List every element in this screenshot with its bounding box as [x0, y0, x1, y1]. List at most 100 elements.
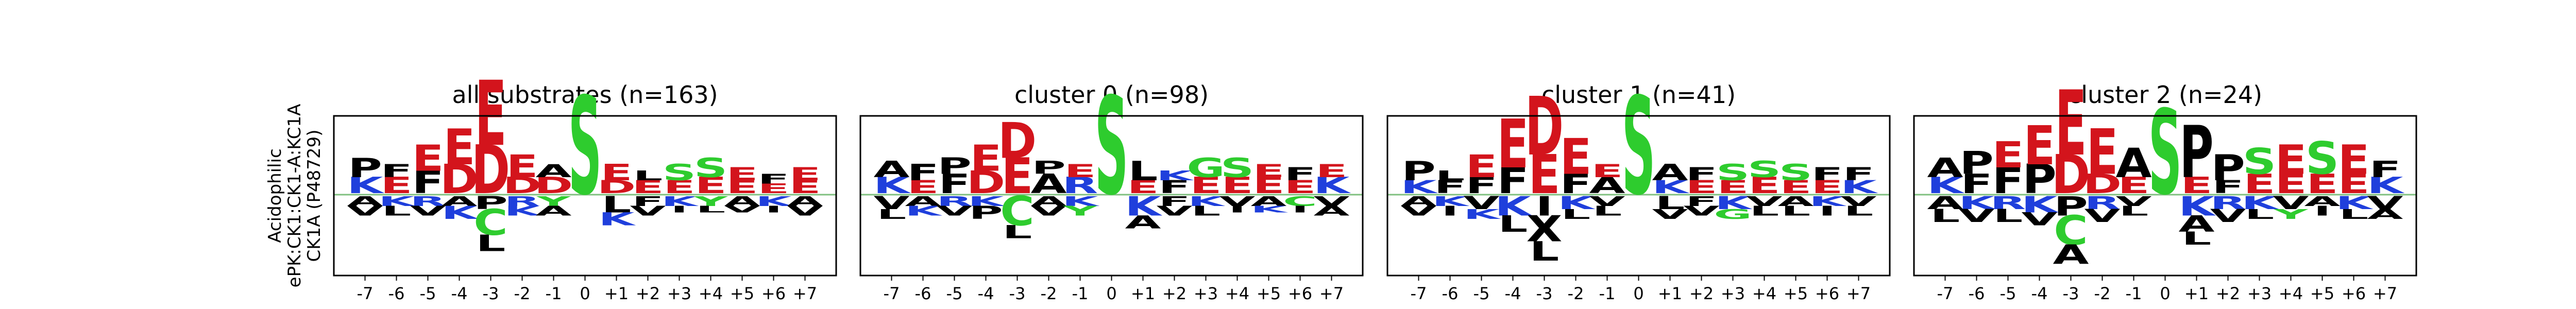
x-tick-label: +5 — [2310, 284, 2334, 303]
panel-frame — [1913, 115, 2417, 277]
x-tick-label: -3 — [2063, 284, 2079, 303]
logo-letter-F: F — [1159, 194, 1191, 209]
logo-letter-K: K — [968, 194, 1005, 209]
logo-letter-C: C — [2054, 208, 2088, 254]
logo-letter-R: R — [504, 194, 540, 209]
logo-letter-E: E — [1992, 134, 2024, 176]
logo-letter-L: L — [1530, 236, 1560, 267]
x-tick-label: +2 — [1689, 284, 1714, 303]
logo-letter-L: L — [1592, 203, 1622, 218]
x-tick-label: -3 — [1536, 284, 1553, 303]
x-tick-label: +2 — [2216, 284, 2240, 303]
logo-letter-E: E — [907, 177, 939, 198]
logo-letter-K: K — [1495, 191, 1533, 222]
logo-letter-V: V — [1156, 203, 1193, 218]
logo-letter-E: E — [2307, 168, 2338, 200]
logo-letter-K: K — [1557, 193, 1596, 214]
logo-letter-K: K — [755, 194, 793, 209]
logo-letter-D: D — [1525, 80, 1564, 174]
x-tick-label: -6 — [1442, 284, 1459, 303]
logo-letter-E: E — [632, 177, 664, 198]
logo-letter-P: P — [2179, 111, 2213, 194]
row-label-line-2: ePK:CK1:CK1-A:KC1A — [284, 104, 305, 288]
logo-letter-L: L — [1435, 168, 1465, 183]
logo-letter-I: I — [1819, 203, 1836, 218]
logo-letter-F: F — [2212, 177, 2244, 198]
logo-letter-F: F — [381, 161, 413, 182]
logo-letter-K: K — [441, 202, 479, 224]
logo-panel-3: cluster 2 (n=24)KAAL-7FPKV-6FERL-5PEKV-4… — [1913, 72, 2417, 303]
logo-letter-F: F — [1284, 164, 1316, 185]
logo-letter-V: V — [1030, 203, 1067, 218]
logo-letter-E: E — [2338, 168, 2370, 200]
logo-letter-E: E — [2118, 173, 2150, 199]
logo-letter-Y: Y — [2273, 207, 2308, 222]
logo-letter-A: A — [441, 194, 478, 209]
logo-letter-E: E — [1002, 148, 1033, 205]
x-tick-label: +3 — [2247, 284, 2272, 303]
logo-letter-P: P — [1401, 156, 1435, 187]
logo-letter-F: F — [1686, 164, 1718, 185]
panel-title: cluster 1 (n=41) — [1541, 81, 1736, 109]
logo-letter-K: K — [2021, 192, 2059, 218]
x-tick-label: -4 — [1505, 284, 1521, 303]
logo-letter-L: L — [696, 204, 726, 214]
logo-letter-F: F — [1811, 164, 1843, 185]
logo-letter-A: A — [535, 203, 572, 218]
logo-letter-E: E — [1064, 161, 1096, 182]
logo-letter-F: F — [1686, 194, 1718, 209]
x-tick-label: +7 — [793, 284, 817, 303]
logo-letter-A: A — [724, 194, 760, 209]
logo-letter-D: D — [597, 177, 636, 198]
logo-letter-K: K — [905, 203, 942, 218]
logo-letter-K: K — [1188, 194, 1225, 209]
logo-letter-K: K — [661, 194, 699, 209]
logo-letter-V: V — [2273, 193, 2309, 214]
logo-letter-K: K — [1432, 194, 1469, 209]
x-tick-label: +5 — [730, 284, 754, 303]
logo-letter-R: R — [937, 194, 973, 209]
x-tick-label: -1 — [1599, 284, 1616, 303]
row-label: Acidophilic ePK:CK1:CK1-A:KC1A CK1A (P48… — [265, 104, 325, 288]
logo-letter-F: F — [1434, 177, 1466, 198]
logo-letter-K: K — [1927, 173, 1965, 199]
logo-letter-C: C — [1000, 188, 1034, 235]
x-tick-label: -1 — [1072, 284, 1089, 303]
logo-letter-S: S — [568, 68, 602, 225]
x-tick-label: -7 — [884, 284, 900, 303]
x-tick-label: -2 — [514, 284, 531, 303]
logo-letter-E: E — [2338, 136, 2370, 183]
logo-letter-S: S — [2306, 132, 2339, 184]
x-tick-label: +3 — [1194, 284, 1218, 303]
x-tick-label: -6 — [1969, 284, 1985, 303]
logo-letter-P: P — [969, 202, 1003, 224]
logo-letter-P: P — [2022, 156, 2056, 203]
logo-letter-A: A — [1777, 194, 1814, 209]
logo-letter-E: E — [970, 138, 1002, 180]
logo-letter-L: L — [1128, 156, 1158, 187]
logo-letter-K: K — [2367, 173, 2405, 199]
logo-letter-S: S — [1622, 68, 1655, 225]
logo-letter-I: I — [1292, 204, 1309, 214]
logo-letter-V: V — [873, 193, 909, 214]
logo-letter-K: K — [2335, 193, 2374, 214]
row-label-line-1: Acidophilic — [265, 148, 285, 243]
x-tick-label: +3 — [1721, 284, 1745, 303]
logo-letter-K: K — [1958, 193, 1996, 214]
logo-panel-1: cluster 0 (n=98)KAVL-7EFAK-6FPRV-5DEKP-4… — [859, 68, 1364, 303]
logo-letter-E: E — [2055, 72, 2087, 176]
logo-letter-E: E — [1497, 106, 1529, 183]
logo-letter-E: E — [1811, 177, 1843, 198]
panel-frame — [859, 115, 1364, 277]
logo-panel-2: cluster 1 (n=41)KPAV-7FLKI-6FEVK-5FEKL-4… — [1386, 68, 1891, 303]
logo-letter-S: S — [2243, 141, 2276, 183]
x-tick-label: +7 — [1846, 284, 1871, 303]
logo-letter-E: E — [758, 181, 790, 196]
logo-letter-E: E — [444, 118, 476, 176]
logo-letter-F: F — [939, 168, 971, 200]
logo-letter-R: R — [410, 194, 446, 209]
logo-letter-K: K — [1809, 194, 1846, 209]
x-tick-label: +6 — [1815, 284, 1839, 303]
x-tick-label: +3 — [667, 284, 691, 303]
logo-letter-F: F — [1961, 168, 1993, 200]
